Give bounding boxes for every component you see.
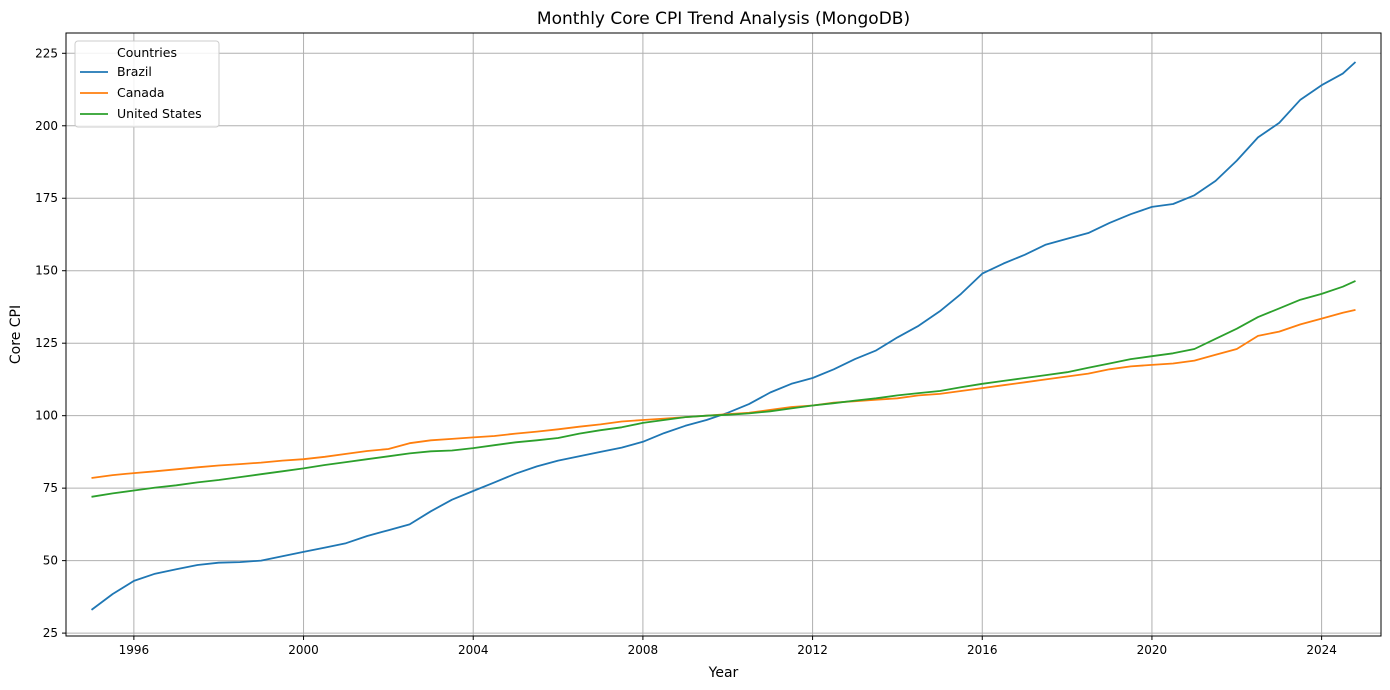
legend-box — [74, 40, 220, 128]
legend: Countries Brazil Canada United States — [74, 40, 220, 128]
x-tick-label: 2000 — [288, 643, 319, 657]
legend-entry: Brazil — [117, 64, 152, 79]
legend-entry: Canada — [117, 85, 165, 100]
axis-ticks: 1996 2000 2004 2008 2012 2016 2020 2024 25 50 75 10… — [35, 46, 1337, 657]
y-tick-label: 225 — [35, 46, 58, 60]
x-tick-label: 2012 — [797, 643, 828, 657]
plot-frame — [65, 32, 1382, 637]
series-line-brazil — [90, 61, 1357, 611]
series-line-united-states — [91, 280, 1356, 498]
grid — [66, 33, 1381, 636]
y-tick-label: 25 — [43, 626, 58, 640]
series-lines — [90, 61, 1357, 611]
y-tick-label: 100 — [35, 409, 58, 423]
x-tick-label: 2008 — [628, 643, 659, 657]
y-axis-label: Core CPI — [8, 305, 24, 364]
x-tick-label: 2024 — [1306, 643, 1337, 657]
y-tick-label: 175 — [35, 191, 58, 205]
legend-title: Countries — [117, 45, 177, 60]
y-tick-label: 150 — [35, 264, 58, 278]
y-tick-label: 125 — [35, 336, 58, 350]
y-tick-label: 75 — [43, 481, 58, 495]
x-tick-label: 2004 — [458, 643, 489, 657]
x-tick-label: 1996 — [119, 643, 150, 657]
x-tick-label: 2020 — [1137, 643, 1168, 657]
chart-title: Monthly Core CPI Trend Analysis (MongoDB… — [537, 9, 910, 29]
x-tick-label: 2016 — [967, 643, 998, 657]
y-tick-label: 50 — [43, 554, 58, 568]
legend-entry: United States — [117, 106, 202, 121]
x-axis-label: Year — [708, 665, 739, 681]
y-tick-label: 200 — [35, 119, 58, 133]
